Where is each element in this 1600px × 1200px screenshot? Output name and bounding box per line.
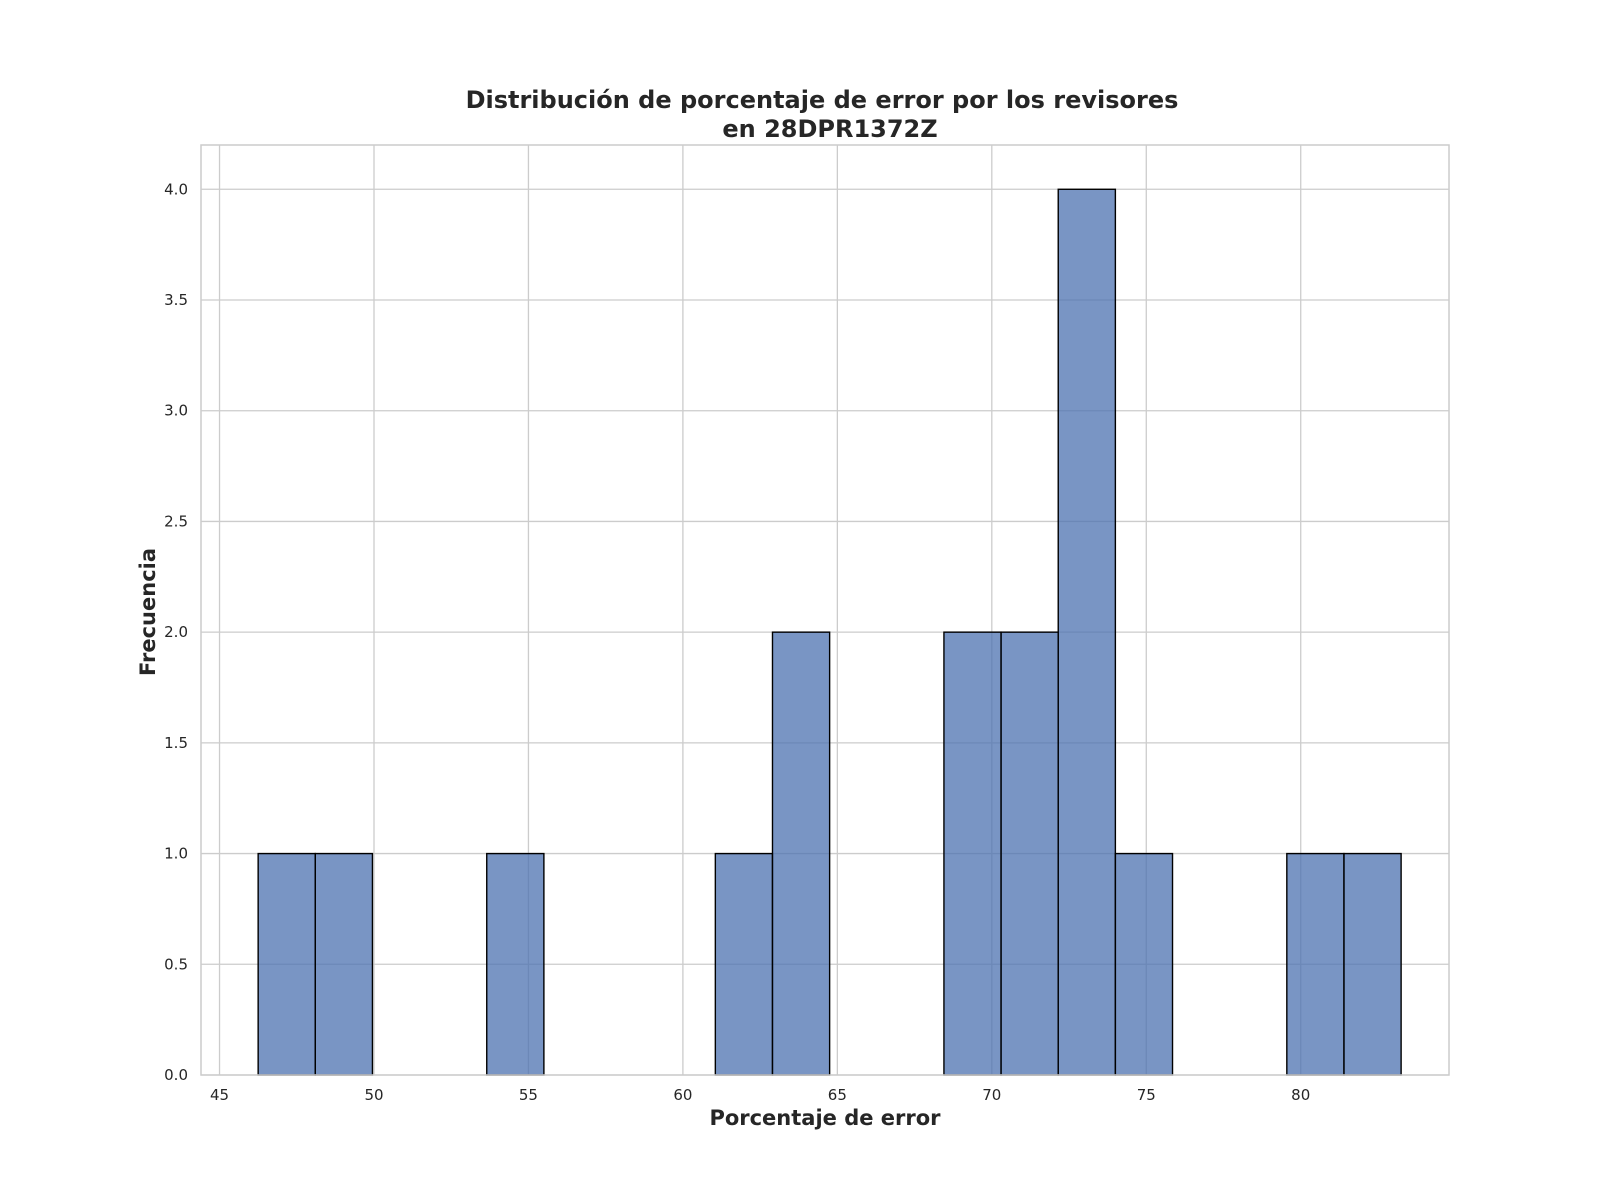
plot-frame bbox=[200, 144, 1450, 1076]
histogram-bar bbox=[1286, 852, 1345, 1076]
y-tick-label: 3.5 bbox=[164, 291, 188, 309]
histogram-bar bbox=[1057, 188, 1117, 1076]
x-tick-label: 70 bbox=[982, 1086, 1001, 1104]
x-tick-label: 45 bbox=[210, 1086, 229, 1104]
x-tick-label: 60 bbox=[673, 1086, 692, 1104]
histogram-bar bbox=[943, 631, 1002, 1076]
y-tick-label: 1.0 bbox=[164, 845, 188, 863]
y-tick-label: 3.0 bbox=[164, 402, 188, 420]
chart-title-line-2: en 28DPR1372Z bbox=[722, 115, 937, 143]
x-tick-label: 50 bbox=[364, 1086, 383, 1104]
histogram-bars bbox=[257, 188, 1402, 1076]
y-tick-label: 2.0 bbox=[164, 623, 188, 641]
y-tick-label: 0.5 bbox=[164, 955, 188, 973]
y-tick-label: 4.0 bbox=[164, 180, 188, 198]
y-tick-label: 1.5 bbox=[164, 734, 188, 752]
histogram-bar bbox=[771, 631, 831, 1076]
histogram-bar bbox=[1343, 852, 1402, 1076]
x-axis-label: Porcentaje de error bbox=[709, 1106, 941, 1130]
histogram-bar bbox=[486, 852, 545, 1076]
x-tick-label: 55 bbox=[519, 1086, 538, 1104]
y-axis-label: Frecuencia bbox=[136, 548, 160, 676]
histogram-bar bbox=[314, 852, 374, 1076]
x-tick-label: 65 bbox=[828, 1086, 847, 1104]
tick-labels: 45 50 55 60 65 70 75 80 0.0 0.5 1.0 1.5 2.0 2.5 3.0 3.5… bbox=[164, 180, 1310, 1104]
histogram-bar bbox=[257, 852, 316, 1076]
y-tick-label: 2.5 bbox=[164, 512, 188, 530]
histogram-bar bbox=[1114, 852, 1174, 1076]
histogram-bar bbox=[1000, 631, 1059, 1076]
x-tick-label: 80 bbox=[1291, 1086, 1310, 1104]
histogram-bar bbox=[714, 852, 774, 1076]
y-tick-label: 0.0 bbox=[164, 1066, 188, 1084]
chart-title-line-1: Distribución de porcentaje de error por … bbox=[466, 86, 1179, 114]
x-tick-label: 75 bbox=[1137, 1086, 1156, 1104]
